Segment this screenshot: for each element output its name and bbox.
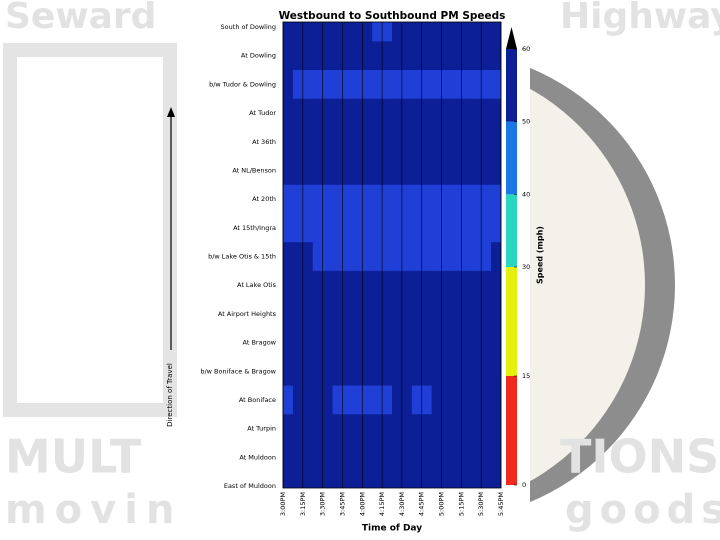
colorbar-segment	[506, 267, 517, 376]
speed-cell	[491, 270, 501, 301]
y-tick-label: At 20th	[252, 195, 276, 203]
speed-cell	[283, 213, 294, 243]
y-tick-label: At NL/Benson	[232, 166, 276, 174]
plot-area	[283, 22, 501, 488]
speed-cell	[283, 385, 294, 415]
speed-cell	[491, 184, 501, 214]
speed-cell	[491, 328, 501, 358]
speed-cell	[491, 385, 501, 415]
plot-frame	[282, 21, 502, 489]
x-tick-label: 3:15PM	[299, 492, 307, 516]
speed-cell	[491, 213, 501, 243]
speed-cell	[491, 98, 501, 128]
y-tick-label: East of Muldoon	[224, 482, 276, 490]
y-tick-label: b/w Boniface & Bragow	[200, 367, 276, 375]
x-tick-label: 5:30PM	[477, 492, 485, 516]
x-tick-label: 4:00PM	[358, 492, 366, 516]
speed-cell	[283, 127, 294, 157]
chart-title: Westbound to Southbound PM Speeds	[279, 10, 506, 22]
speed-cell	[283, 328, 294, 358]
speed-cell	[491, 41, 501, 71]
x-tick-label: 5:00PM	[438, 492, 446, 516]
speed-cell	[283, 471, 294, 488]
x-tick-label: 4:45PM	[418, 492, 426, 516]
colorbar-label: Speed (mph)	[536, 226, 545, 284]
speed-cell	[283, 156, 294, 186]
x-tick-label: 4:15PM	[378, 492, 386, 516]
y-tick-label: At Tudor	[249, 109, 276, 117]
speed-cell	[283, 299, 294, 329]
colorbar-segment	[506, 49, 517, 122]
watermark: movin	[5, 487, 182, 533]
y-tick-label: At Dowling	[241, 52, 276, 60]
x-tick-label: 3:45PM	[338, 492, 346, 516]
y-tick-label: b/w Lake Otis & 15th	[208, 253, 276, 261]
y-tick-label: At Boniface	[239, 396, 276, 404]
chart: Westbound to Southbound PM Speeds Time o…	[166, 10, 545, 534]
colorbar-tick-label: 0	[522, 481, 526, 489]
y-tick-label: South of Dowling	[221, 23, 276, 31]
x-tick-label: 3:30PM	[319, 492, 327, 516]
speed-cell	[283, 414, 294, 444]
y-tick-label: At Turpin	[247, 425, 276, 433]
speed-cell	[283, 242, 294, 272]
speed-cell	[283, 70, 294, 100]
x-axis-label: Time of Day	[362, 524, 422, 534]
speed-cell	[491, 442, 501, 473]
speed-cell	[491, 127, 501, 157]
y-tick-label: At Muldoon	[239, 453, 276, 461]
speed-cell	[491, 70, 501, 100]
speed-cell	[491, 242, 501, 272]
speed-cell	[283, 270, 294, 301]
y-tick-label: At 15th/Ingra	[233, 224, 276, 232]
watermark: Seward	[5, 0, 156, 37]
speed-cell	[491, 414, 501, 444]
direction-arrow-head	[167, 107, 175, 117]
colorbar-segment	[506, 121, 517, 195]
y-tick-label: At Bragow	[243, 339, 277, 347]
colorbar-tick-label: 60	[522, 45, 530, 53]
watermark: MULT	[5, 430, 142, 484]
colorbar-tick-label: 40	[522, 190, 530, 198]
speed-cell	[283, 41, 294, 71]
speed-cell	[491, 156, 501, 186]
y-tick-label: At Lake Otis	[237, 281, 277, 289]
y-tick-label: At Airport Heights	[218, 310, 277, 318]
speed-cell	[283, 22, 294, 42]
speed-cell	[491, 356, 501, 387]
y-axis-label: Direction of Travel	[166, 363, 174, 427]
x-tick-label: 5:45PM	[497, 492, 505, 516]
decor-frame	[3, 43, 177, 417]
watermark: TIONS	[560, 430, 719, 484]
x-tick-label: 5:15PM	[457, 492, 465, 516]
speed-cell	[491, 22, 501, 42]
speed-cell	[491, 299, 501, 329]
x-tick-label: 4:30PM	[398, 492, 406, 516]
speed-cell	[491, 471, 501, 488]
speed-cell	[283, 356, 294, 387]
colorbar-tick-label: 30	[522, 263, 530, 271]
colorbar-tick-label: 50	[522, 118, 530, 126]
y-tick-label: b/w Tudor & Dowling	[209, 80, 276, 88]
watermark: goods	[565, 487, 720, 533]
y-tick-label: At 36th	[252, 138, 276, 146]
speed-cell	[283, 184, 294, 214]
colorbar-extend	[506, 27, 517, 49]
colorbar-tick-label: 15	[522, 372, 530, 380]
colorbar-segment	[506, 376, 517, 485]
x-tick-label: 3:00PM	[279, 492, 287, 516]
watermark: Highway	[560, 0, 720, 37]
speed-cell	[283, 98, 294, 128]
colorbar-segment	[506, 194, 517, 267]
speed-cell	[283, 442, 294, 473]
